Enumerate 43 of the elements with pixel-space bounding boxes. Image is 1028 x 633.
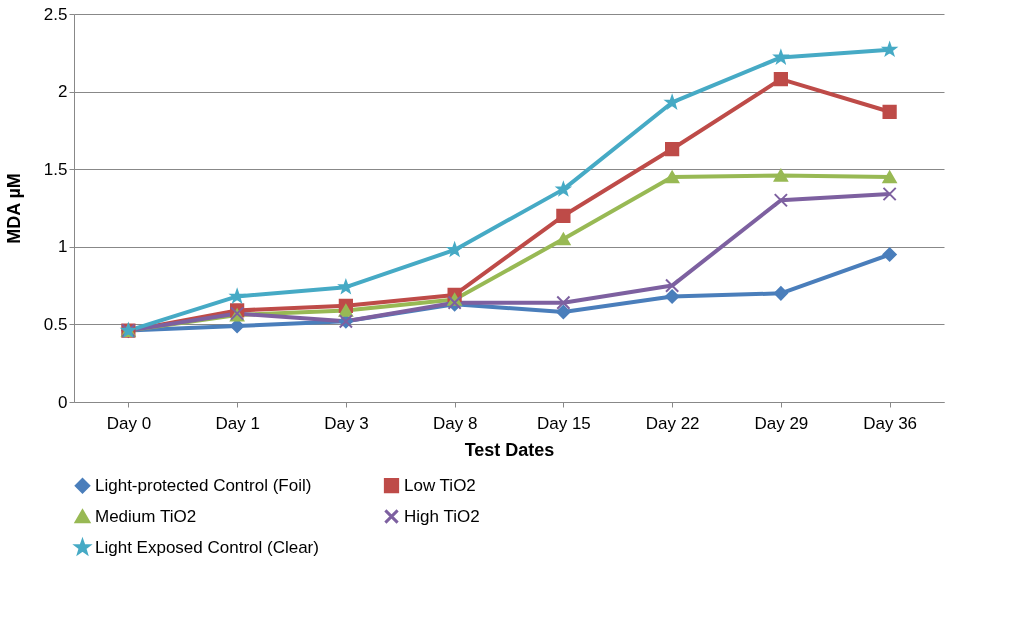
y-tick-label: 0.5 <box>43 314 68 334</box>
point <box>338 304 353 317</box>
point <box>882 186 897 202</box>
y-axis-title: MDA µM <box>3 173 24 244</box>
legend-label: Light-protected Control (Foil) <box>95 475 312 495</box>
x-tick-label: Day 29 <box>754 413 809 433</box>
point <box>447 242 462 256</box>
point <box>556 295 571 310</box>
point <box>665 141 680 157</box>
point <box>665 278 680 293</box>
point <box>339 280 353 294</box>
point <box>882 170 897 184</box>
legend-label: Medium TiO2 <box>95 506 197 526</box>
x-tick-label: Day 3 <box>324 413 369 433</box>
y-tick-label: 2.5 <box>43 4 68 24</box>
x-tick-label: Day 0 <box>106 413 152 433</box>
x-axis-title: Test Dates <box>464 439 555 460</box>
point <box>230 289 244 303</box>
x-tick-label: Day 8 <box>432 413 478 433</box>
point <box>882 247 897 262</box>
legend-label: Low TiO2 <box>404 475 476 495</box>
x-tick-label: Day 36 <box>863 413 918 433</box>
x-tick-label: Day 1 <box>215 413 260 433</box>
point <box>774 50 788 64</box>
point <box>556 304 571 320</box>
y-tick-label: 0 <box>58 392 68 412</box>
point <box>882 104 897 119</box>
legend-label: Light Exposed Control (Clear) <box>95 537 319 557</box>
point <box>556 208 571 223</box>
point <box>773 169 788 182</box>
x-tick-label: Day 22 <box>645 413 700 433</box>
y-tick-label: 1.5 <box>43 159 68 179</box>
x-tick-label: Day 15 <box>536 413 591 433</box>
point <box>556 232 571 246</box>
point <box>665 289 680 304</box>
y-tick-label: 2 <box>58 82 68 102</box>
point <box>773 193 788 208</box>
point <box>773 286 788 301</box>
point <box>665 95 679 109</box>
legend-label: High TiO2 <box>404 506 480 526</box>
y-tick-label: 1 <box>58 237 68 257</box>
point <box>773 72 788 87</box>
point <box>665 170 680 184</box>
